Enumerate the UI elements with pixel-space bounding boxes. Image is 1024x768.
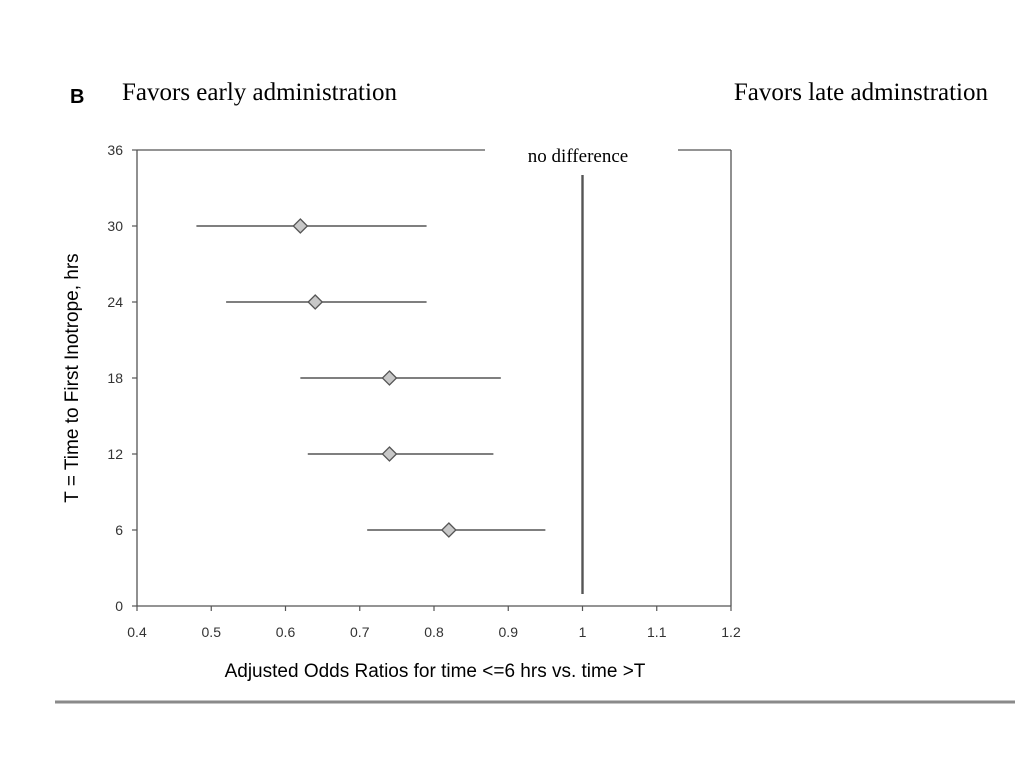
y-tick-label: 30: [107, 218, 123, 234]
y-tick-label: 36: [107, 142, 123, 158]
x-tick-label: 0.7: [350, 624, 370, 640]
x-tick-label: 0.8: [424, 624, 444, 640]
x-tick-label: 0.5: [202, 624, 222, 640]
reference-line-label: no difference: [528, 146, 628, 167]
y-tick-label: 18: [107, 370, 123, 386]
y-tick-label: 12: [107, 446, 123, 462]
x-axis-label: Adjusted Odds Ratios for time <=6 hrs vs…: [225, 661, 646, 682]
panel-label: B: [70, 86, 84, 108]
odds-ratio-marker-t12: [381, 446, 398, 462]
y-axis-label: T = Time to First Inotrope, hrs: [62, 253, 83, 502]
x-tick-label: 0.9: [499, 624, 519, 640]
x-tick-label: 1: [579, 624, 587, 640]
odds-ratio-marker-t6: [440, 522, 457, 538]
y-tick-label: 0: [115, 598, 123, 614]
odds-ratio-marker-t24: [307, 294, 324, 310]
odds-ratio-marker-t30: [292, 218, 309, 234]
favors-early-label: Favors early administration: [122, 79, 397, 106]
x-tick-label: 0.4: [127, 624, 147, 640]
y-tick-label: 24: [107, 294, 123, 310]
odds-ratio-marker-t18: [381, 370, 398, 386]
x-tick-label: 1.1: [647, 624, 667, 640]
x-tick-label: 1.2: [721, 624, 741, 640]
favors-late-label: Favors late adminstration: [734, 79, 989, 106]
y-tick-label: 6: [115, 522, 123, 538]
x-tick-label: 0.6: [276, 624, 296, 640]
